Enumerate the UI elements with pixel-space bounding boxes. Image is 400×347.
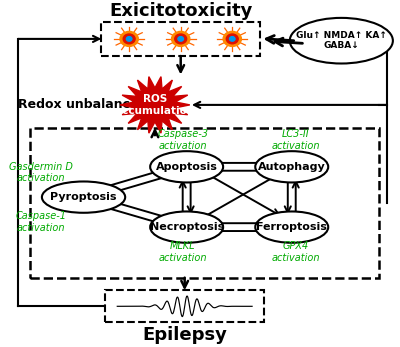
Circle shape — [175, 34, 187, 44]
Text: ROS
accumulation: ROS accumulation — [115, 94, 194, 116]
Circle shape — [178, 37, 184, 41]
FancyBboxPatch shape — [101, 22, 260, 56]
Text: Caspase-1
activation: Caspase-1 activation — [16, 211, 67, 233]
Circle shape — [172, 32, 190, 46]
Circle shape — [120, 32, 138, 46]
Text: MLKL
activation: MLKL activation — [158, 242, 207, 263]
FancyBboxPatch shape — [30, 128, 379, 278]
Ellipse shape — [150, 211, 223, 243]
Ellipse shape — [255, 211, 328, 243]
Text: Pyroptosis: Pyroptosis — [50, 192, 117, 202]
Text: Redox unbalance: Redox unbalance — [18, 99, 139, 111]
Circle shape — [126, 37, 132, 41]
Text: Epilepsy: Epilepsy — [142, 326, 227, 344]
FancyBboxPatch shape — [105, 290, 264, 322]
Text: Autophagy: Autophagy — [258, 162, 326, 172]
Text: Glu↑ NMDA↑ KA↑
GABA↓: Glu↑ NMDA↑ KA↑ GABA↓ — [296, 31, 387, 50]
Text: Caspase-3
activation: Caspase-3 activation — [157, 129, 208, 151]
Text: Apoptosis: Apoptosis — [156, 162, 218, 172]
Circle shape — [123, 34, 135, 44]
Text: Ferroptosis: Ferroptosis — [256, 222, 327, 232]
Ellipse shape — [150, 151, 223, 183]
Circle shape — [226, 34, 238, 44]
Ellipse shape — [255, 151, 328, 183]
Circle shape — [223, 32, 241, 46]
Circle shape — [230, 37, 235, 41]
Ellipse shape — [42, 181, 125, 213]
Text: GPX4
activation: GPX4 activation — [272, 242, 320, 263]
Ellipse shape — [290, 18, 393, 64]
Polygon shape — [120, 77, 190, 133]
Text: Exicitotoxicity: Exicitotoxicity — [109, 2, 252, 20]
Text: Gasdermin D
activation: Gasdermin D activation — [9, 162, 73, 183]
Text: Necroptosis: Necroptosis — [150, 222, 224, 232]
Text: LC3-II
activation: LC3-II activation — [272, 129, 320, 151]
